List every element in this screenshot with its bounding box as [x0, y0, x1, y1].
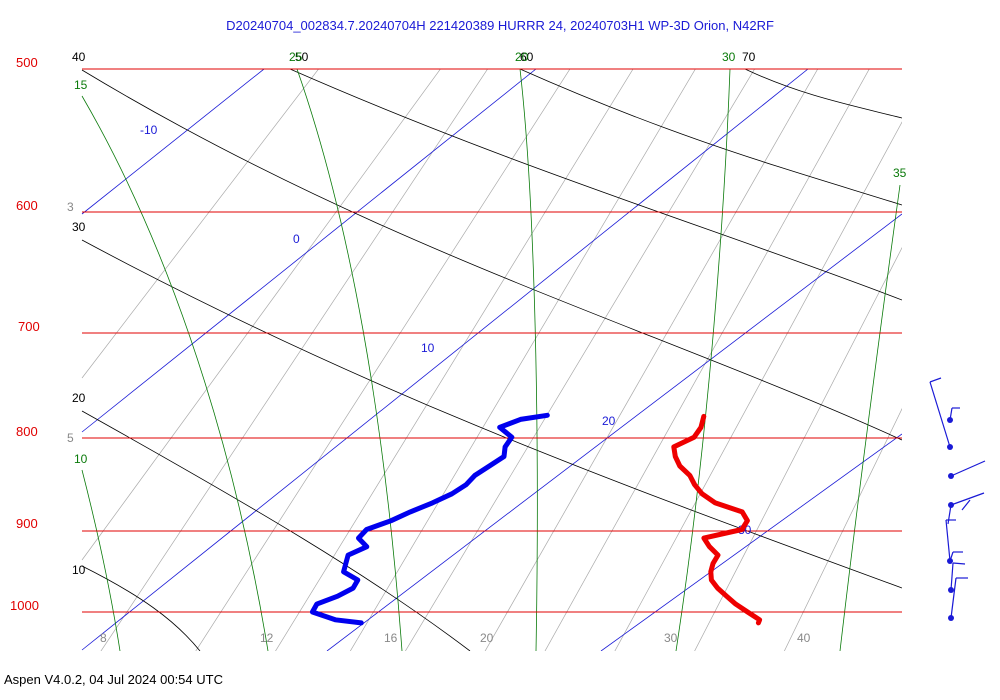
dry-adiabat-label: 30 — [72, 220, 86, 234]
moist-adiabat-label: 20 — [515, 50, 529, 64]
pressure-axis: 500 600 700 800 900 1000 — [10, 55, 40, 613]
moist-adiabat-label: 30 — [722, 50, 736, 64]
mixing-ratio-line — [195, 69, 571, 651]
dry-adiabat-label: 40 — [72, 50, 86, 64]
wind-barb — [945, 519, 963, 564]
moist-adiabat-label: 25 — [289, 50, 303, 64]
mixing-ratio-label: 12 — [260, 631, 274, 645]
wind-barb — [947, 407, 960, 423]
wind-barb — [948, 460, 986, 479]
dry-adiabat-lines — [81, 69, 902, 651]
isotherm-label: 20 — [602, 414, 616, 428]
moist-adiabat-label: 15 — [74, 78, 88, 92]
mixing-ratio-line — [81, 69, 441, 561]
pressure-label: 800 — [16, 424, 38, 439]
mixing-ratio-label: 30 — [664, 631, 678, 645]
mixing-ratio-line — [275, 69, 634, 651]
mixing-ratio-label: 20 — [480, 631, 494, 645]
isotherm-line — [81, 69, 265, 215]
mixing-ratio-line — [614, 121, 902, 651]
sounding-traces — [309, 412, 763, 626]
moist-adiabat-labels: 15 25 20 30 35 10 — [74, 50, 907, 466]
background-lines — [81, 69, 902, 651]
mixing-ratio-label: 8 — [100, 631, 107, 645]
pressure-label: 700 — [18, 319, 40, 334]
pressure-label: 900 — [16, 516, 38, 531]
chart-title: D20240704_002834.7.20240704H 221420389 H… — [226, 18, 774, 33]
wind-barb — [947, 492, 985, 525]
isobar-lines — [82, 68, 902, 613]
dry-adiabat-label: 50 — [295, 50, 309, 64]
moist-adiabat-line — [519, 69, 538, 651]
mixing-ratio-label: 16 — [384, 631, 398, 645]
mixing-ratio-line — [484, 69, 819, 651]
dry-adiabat-labels: 40 50 60 70 30 20 10 — [72, 50, 756, 577]
isotherm-lines — [81, 69, 902, 651]
moist-adiabat-line — [839, 184, 901, 651]
pressure-label: 1000 — [10, 598, 39, 613]
wind-barb — [929, 377, 953, 450]
mixing-ratio-line — [404, 69, 756, 651]
mixing-ratio-line — [544, 69, 870, 651]
mixing-ratio-label: 40 — [797, 631, 811, 645]
dry-adiabat-label: 20 — [72, 391, 86, 405]
dry-adiabat-line — [81, 565, 201, 651]
mixing-ratio-labels: 3 5 8 12 16 20 30 40 — [67, 200, 811, 645]
isotherm-line — [81, 69, 537, 433]
mixing-ratio-line — [81, 69, 319, 379]
temperature-trace — [671, 413, 763, 626]
moist-adiabat-line — [675, 69, 731, 651]
pressure-label: 500 — [16, 55, 38, 70]
pressure-label: 600 — [16, 198, 38, 213]
dry-adiabat-label: 70 — [742, 50, 756, 64]
isotherm-label: -10 — [140, 123, 158, 137]
dry-adiabat-line — [81, 410, 471, 651]
footer-text: Aspen V4.0.2, 04 Jul 2024 00:54 UTC — [4, 672, 223, 687]
moist-adiabat-label: 10 — [74, 452, 88, 466]
mixing-ratio-lines — [81, 69, 902, 651]
dry-adiabat-line — [289, 69, 902, 301]
dewpoint-trace — [309, 412, 550, 626]
wind-barbs — [929, 377, 986, 621]
wind-barb — [948, 562, 968, 621]
dry-adiabat-line — [81, 239, 902, 589]
isotherm-line — [326, 213, 902, 651]
isotherm-line — [81, 69, 809, 651]
isotherm-labels: -10 0 10 20 30 — [140, 123, 752, 537]
dry-adiabat-line — [519, 69, 902, 206]
mixing-ratio-label: 5 — [67, 431, 74, 445]
isotherm-line — [600, 433, 902, 651]
isotherm-label: 0 — [293, 232, 300, 246]
dry-adiabat-line — [81, 69, 902, 441]
moist-adiabat-lines — [81, 69, 901, 651]
moist-adiabat-line — [296, 69, 403, 651]
moist-adiabat-line — [81, 95, 269, 651]
moist-adiabat-line — [81, 469, 121, 651]
dry-adiabat-label: 60 — [520, 50, 534, 64]
mixing-ratio-line — [100, 69, 489, 651]
isotherm-label: 10 — [421, 341, 435, 355]
mixing-ratio-label: 3 — [67, 200, 74, 214]
dry-adiabat-line — [744, 69, 902, 119]
dry-adiabat-label: 10 — [72, 563, 86, 577]
moist-adiabat-label: 35 — [893, 166, 907, 180]
mixing-ratio-line — [783, 408, 902, 651]
mixing-ratio-line — [349, 69, 696, 651]
